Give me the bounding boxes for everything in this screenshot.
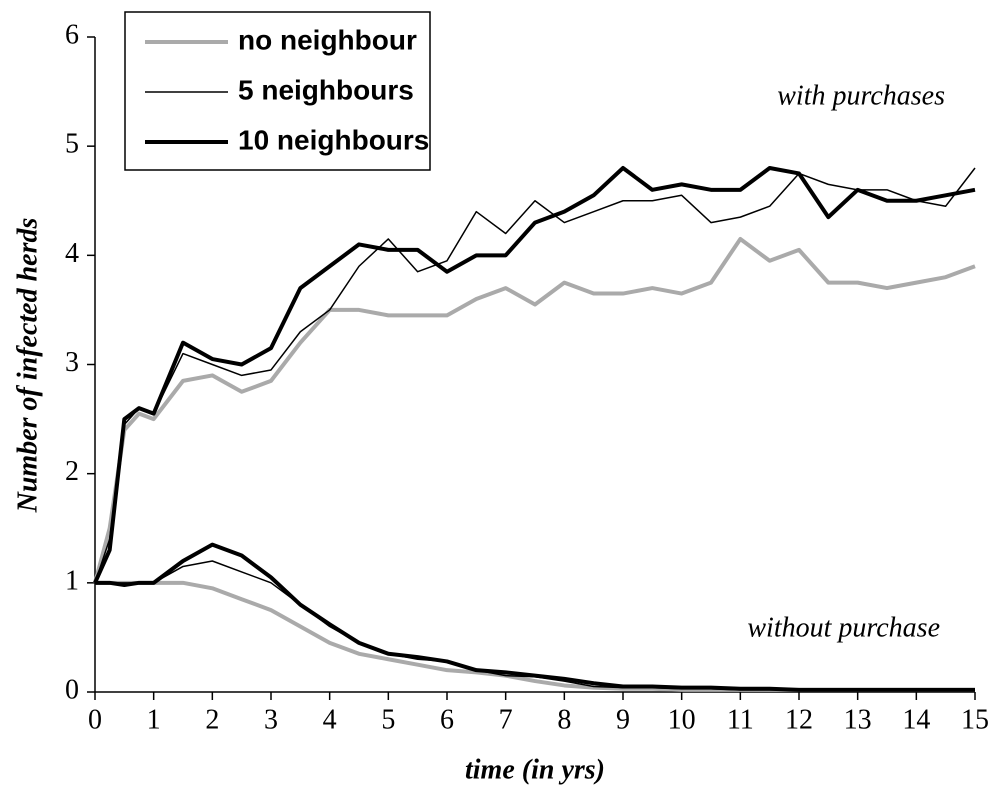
x-tick-label: 4 <box>323 704 337 735</box>
x-tick-label: 0 <box>88 704 102 735</box>
legend-label: 5 neighbours <box>238 74 414 105</box>
series-line <box>93 236 976 584</box>
series-line <box>93 166 976 584</box>
legend-label: no neighbour <box>238 24 417 55</box>
y-tick-label: 0 <box>65 674 79 705</box>
x-tick-label: 12 <box>785 704 813 735</box>
x-axis-title: time (in yrs) <box>465 754 605 785</box>
x-tick-label: 14 <box>902 704 930 735</box>
y-tick-label: 5 <box>65 129 79 160</box>
x-tick-label: 1 <box>147 704 161 735</box>
x-tick-label: 15 <box>961 704 989 735</box>
x-tick-label: 11 <box>727 704 754 735</box>
y-tick-label: 4 <box>65 238 79 269</box>
legend-label: 10 neighbours <box>238 124 429 155</box>
y-axis-title: Number of infected herds <box>12 218 43 514</box>
annotation: with purchases <box>777 80 945 111</box>
y-tick-label: 2 <box>65 456 79 487</box>
x-tick-label: 3 <box>264 704 278 735</box>
y-tick-label: 1 <box>65 565 79 596</box>
legend-box <box>124 11 431 171</box>
x-tick-label: 7 <box>499 704 513 735</box>
annotation: without purchase <box>747 612 940 643</box>
x-tick-label: 6 <box>440 704 454 735</box>
x-tick-label: 13 <box>844 704 872 735</box>
x-tick-label: 8 <box>557 704 571 735</box>
y-tick-label: 6 <box>65 19 79 50</box>
x-tick-label: 9 <box>616 704 630 735</box>
x-tick-label: 5 <box>381 704 395 735</box>
series-line <box>94 167 976 584</box>
x-tick-label: 2 <box>205 704 219 735</box>
y-tick-label: 3 <box>65 347 79 378</box>
series-line <box>95 542 975 692</box>
x-tick-label: 10 <box>668 704 696 735</box>
